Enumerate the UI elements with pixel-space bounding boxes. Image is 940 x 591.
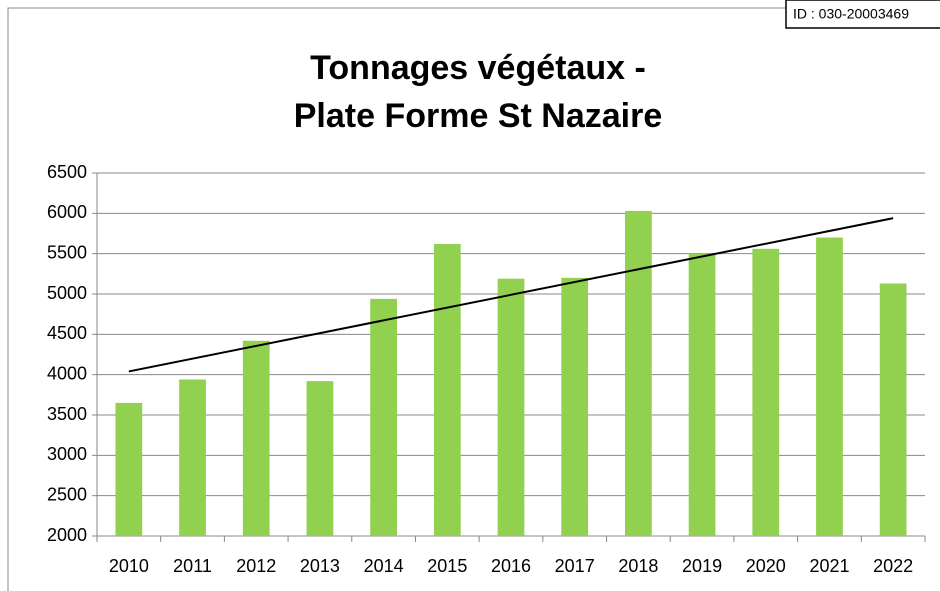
bar bbox=[688, 253, 716, 536]
bar bbox=[433, 243, 461, 536]
x-tick-label: 2013 bbox=[300, 556, 340, 576]
bar bbox=[752, 248, 780, 536]
y-tick-label: 3000 bbox=[47, 444, 87, 464]
bar bbox=[179, 379, 206, 536]
id-label: ID : 030-20003469 bbox=[793, 6, 909, 22]
x-tick-label: 2021 bbox=[809, 556, 849, 576]
bar bbox=[816, 237, 843, 537]
x-tick-label: 2012 bbox=[236, 556, 276, 576]
bar bbox=[370, 298, 397, 536]
x-tick-label: 2018 bbox=[618, 556, 658, 576]
x-tick-label: 2011 bbox=[173, 556, 212, 576]
chart-frame bbox=[7, 7, 940, 591]
x-tick-label: 2019 bbox=[682, 556, 722, 576]
chart-title: Tonnages végétaux - bbox=[310, 49, 646, 87]
y-tick-label: 6500 bbox=[47, 162, 87, 182]
x-tick-label: 2014 bbox=[364, 556, 404, 576]
id-box bbox=[785, 0, 940, 29]
y-tick-label: 2500 bbox=[47, 484, 87, 504]
y-tick-label: 4000 bbox=[47, 363, 87, 383]
bar bbox=[561, 277, 589, 536]
y-tick-label: 6000 bbox=[47, 202, 87, 222]
bar bbox=[306, 381, 334, 536]
bar bbox=[625, 210, 652, 536]
bar bbox=[242, 340, 270, 536]
bar bbox=[497, 278, 525, 536]
trend-line bbox=[128, 217, 894, 373]
y-tick-label: 4500 bbox=[47, 323, 87, 343]
bar bbox=[115, 402, 143, 536]
bar bbox=[879, 283, 907, 536]
x-tick-label: 2015 bbox=[427, 556, 467, 576]
x-tick-label: 2022 bbox=[873, 556, 913, 576]
x-tick-label: 2020 bbox=[746, 556, 786, 576]
y-tick-label: 5500 bbox=[47, 242, 87, 262]
x-tick-label: 2016 bbox=[491, 556, 531, 576]
x-tick-label: 2017 bbox=[555, 556, 595, 576]
y-tick-label: 5000 bbox=[47, 283, 87, 303]
y-tick-label: 2000 bbox=[47, 525, 87, 545]
y-tick-label: 3500 bbox=[47, 404, 87, 424]
chart-title: Plate Forme St Nazaire bbox=[294, 97, 662, 135]
x-tick-label: 2010 bbox=[109, 556, 149, 576]
